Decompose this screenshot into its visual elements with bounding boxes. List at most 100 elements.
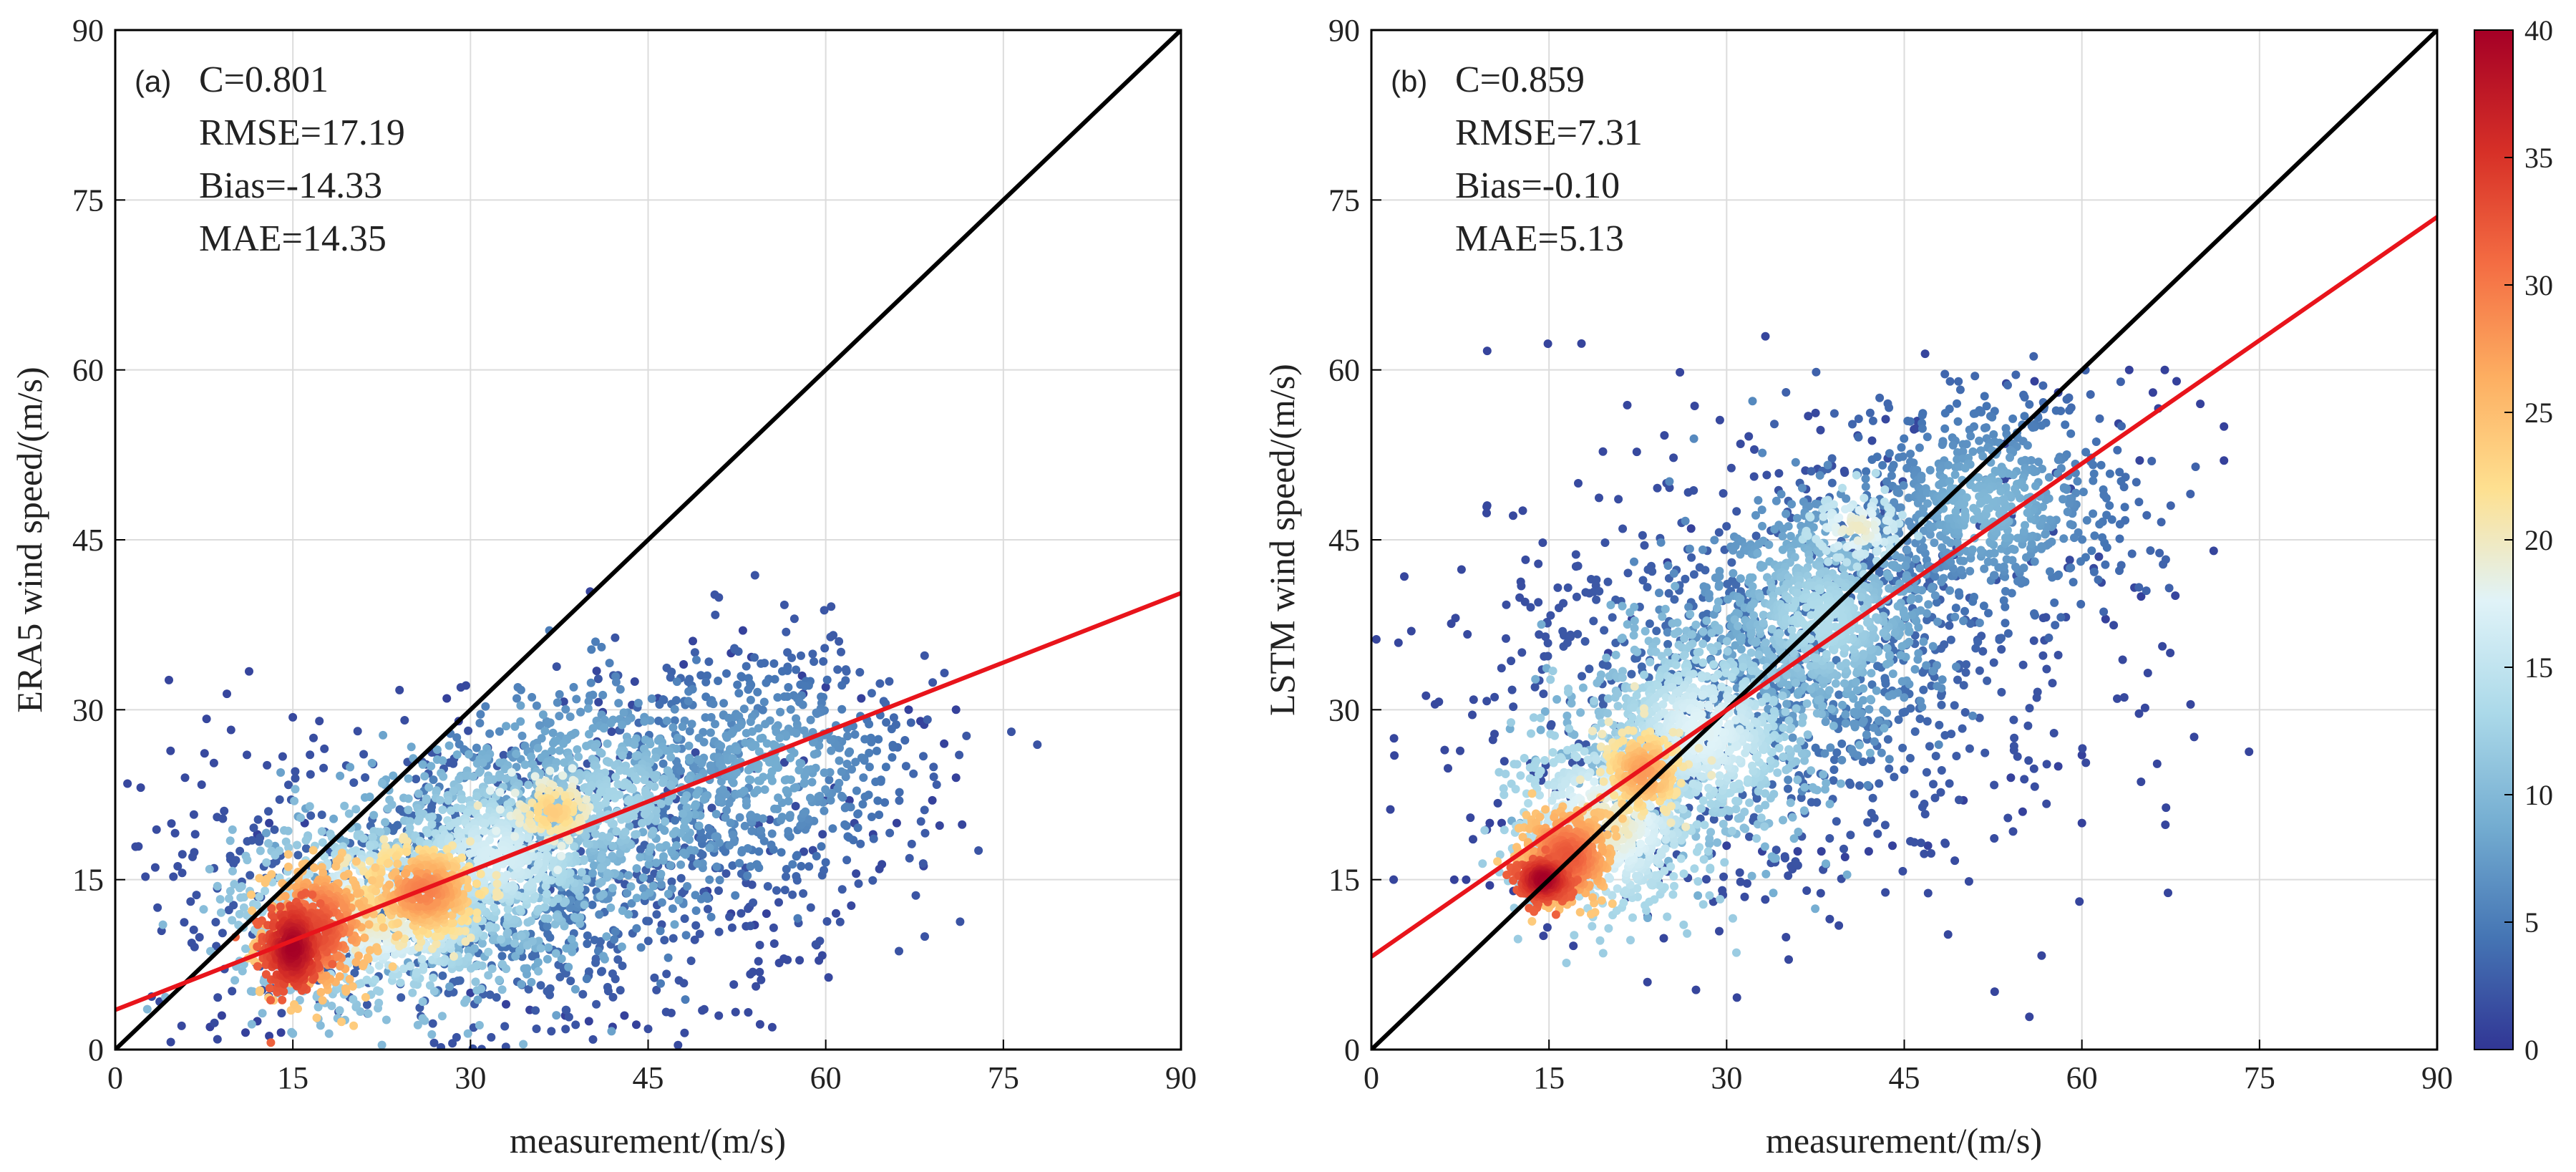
scatter-point [867,737,876,747]
scatter-point [737,846,747,855]
scatter-point [438,756,447,765]
scatter-point [256,846,265,856]
scatter-point [429,1038,439,1047]
scatter-point [361,993,370,1002]
scatter-point [210,1018,219,1027]
scatter-point [276,1028,286,1037]
scatter-point [788,860,797,869]
scatter-point [667,877,676,886]
scatter-point [243,856,252,865]
scatter-point [792,872,801,881]
scatter-point [389,826,398,836]
scatter-point [472,743,481,752]
scatter-point [638,873,648,882]
scatter-point [392,852,401,861]
scatter-point [815,936,825,946]
scatter-point [638,883,648,893]
scatter-point [503,936,512,945]
scatter-point [225,836,235,846]
scatter-points-a [123,571,1042,1050]
scatter-point [810,657,819,667]
scatter-point [646,874,654,883]
scatter-point [742,662,751,671]
scatter-point [545,766,555,775]
scatter-point [360,933,369,942]
scatter-point [376,828,385,837]
scatter-point [731,891,740,900]
scatter-point [661,841,671,850]
scatter-point [362,975,371,984]
scatter-point [843,732,852,741]
scatter-point [503,905,512,914]
scatter-point [262,858,271,867]
scatter-point [589,861,598,870]
scatter-point [228,916,237,925]
scatter-point [761,720,770,729]
scatter-point [444,741,454,750]
scatter-point [888,742,898,752]
scatter-point [661,1007,671,1017]
scatter-point [633,699,643,707]
scatter-point [701,677,711,687]
scatter-point [241,944,250,954]
scatter-point [444,796,453,805]
scatter-point [725,841,734,850]
scatter-point [517,979,526,989]
scatter-point [684,741,694,750]
scatter-point [832,909,840,918]
scatter-point [711,610,720,619]
scatter-point [680,914,689,924]
scatter-point [907,839,916,848]
scatter-point [853,810,862,819]
scatter-point [297,891,306,900]
scatter-point [652,985,661,994]
scatter-point [865,762,874,772]
scatter-point [613,955,623,964]
scatter-point [152,825,161,834]
scatter-point [533,743,543,752]
scatter-point [335,972,344,981]
scatter-point [598,967,606,976]
scatter-point [349,778,359,788]
scatter-point [228,866,237,876]
scatter-point [699,795,709,804]
scatter-point [588,900,597,909]
scatter-point [824,973,833,982]
scatter-point [614,699,623,708]
scatter-point [656,979,665,988]
scatter-point [865,720,874,729]
scatter-point [309,733,318,742]
scatter-point [166,746,175,755]
scatter-point [770,804,779,813]
scatter-point [178,850,187,859]
scatter-point [476,710,485,719]
scatter-point [631,752,641,761]
scatter-point [565,904,575,912]
scatter-point [597,749,606,758]
scatter-point [472,879,481,888]
scatter-point [472,908,482,917]
scatter-point [420,772,429,781]
scatter-point [734,647,743,656]
scatter-point [385,880,394,889]
scatter-point [216,908,225,917]
scatter-point [559,739,568,748]
scatter-point [776,707,785,717]
scatter-point [643,936,653,946]
scatter-point [495,788,505,797]
scatter-point [484,947,493,957]
scatter-point [379,835,389,844]
scatter-point [540,858,550,868]
scatter-point [545,984,555,993]
scatter-point [664,889,673,899]
scatter-point [305,802,314,811]
scatter-point [837,767,846,776]
scatter-point [564,962,573,972]
scatter-point [695,929,704,939]
scatter-point [277,1009,286,1018]
scatter-point [859,773,868,783]
scatter-point [484,971,493,980]
scatter-point [495,727,504,736]
scatter-point [895,946,903,956]
scatter-point [631,830,640,839]
